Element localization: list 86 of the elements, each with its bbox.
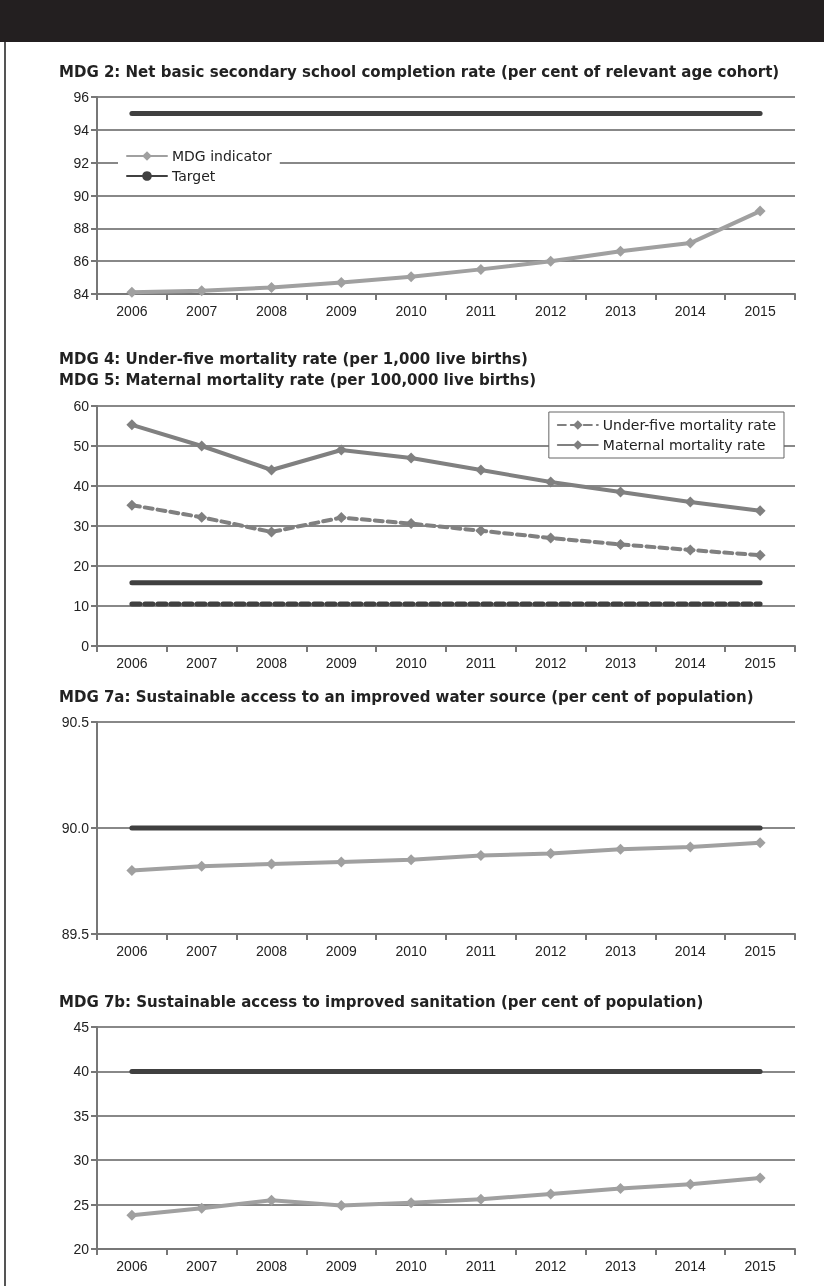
x-tick-label: 2007: [186, 303, 218, 319]
x-tick-label: 2012: [535, 1258, 567, 1274]
point: [615, 538, 626, 550]
y-tick-label: 10: [73, 598, 90, 614]
y-tick-label: 92: [73, 154, 90, 171]
x-tick-label: 2014: [674, 655, 707, 671]
x-tick-label: 2007: [186, 655, 218, 671]
legend-label: Maternal mortality rate: [602, 437, 766, 453]
point: [266, 1194, 277, 1206]
x-tick-label: 2015: [744, 1258, 776, 1274]
x-tick-label: 2015: [744, 655, 776, 671]
x-tick-label: 2008: [255, 303, 288, 319]
point: [266, 281, 277, 293]
x-tick-label: 2012: [535, 655, 567, 671]
point: [266, 526, 277, 538]
x-tick-label: 2010: [395, 655, 427, 671]
y-tick-label: 40: [73, 1063, 90, 1080]
x-tick-label: 2006: [116, 655, 148, 671]
x-tick-label: 2009: [325, 1258, 358, 1274]
point: [335, 512, 347, 524]
point: [615, 1183, 626, 1195]
legend-label: MDG indicator: [172, 148, 273, 164]
y-tick-label: 88: [73, 220, 90, 237]
x-tick-label: 2006: [116, 943, 148, 959]
x-tick-label: 2009: [325, 303, 358, 319]
point: [615, 486, 626, 498]
x-tick-label: 2011: [465, 303, 497, 319]
x-tick-label: 2006: [116, 303, 148, 319]
y-tick-label: 90.0: [61, 820, 90, 836]
point: [475, 464, 487, 476]
x-tick-label: 2015: [744, 943, 776, 959]
x-tick-label: 2013: [604, 655, 637, 671]
x-tick-label: 2010: [395, 1258, 427, 1274]
y-tick-label: 40: [73, 478, 90, 494]
y-tick-label: 30: [73, 518, 90, 534]
y-tick-label: 96: [73, 89, 90, 105]
x-tick-label: 2014: [674, 1258, 707, 1274]
x-tick-label: 2008: [255, 655, 288, 671]
point: [754, 205, 766, 217]
y-tick-label: 60: [73, 398, 90, 414]
y-tick-label: 89.5: [61, 926, 90, 942]
point: [615, 245, 626, 257]
y-tick-label: 90: [73, 187, 90, 204]
y-tick-label: 50: [73, 438, 90, 454]
y-tick-label: 86: [73, 253, 90, 270]
x-tick-label: 2015: [744, 303, 776, 319]
x-tick-label: 2007: [186, 1258, 218, 1274]
x-tick-label: 2013: [604, 1258, 637, 1274]
x-tick-label: 2012: [535, 303, 567, 319]
point: [126, 419, 138, 431]
x-tick-label: 2014: [674, 303, 707, 319]
y-tick-label: 94: [73, 121, 90, 138]
x-tick-label: 2007: [186, 943, 218, 959]
x-tick-label: 2014: [674, 943, 707, 959]
x-tick-label: 2011: [465, 943, 497, 959]
x-tick-label: 2009: [325, 943, 358, 959]
chart-title: MDG 4: Under-five mortality rate (per 1,000 live births): [59, 349, 528, 368]
x-tick-label: 2010: [395, 943, 427, 959]
y-tick-label: 45: [73, 1019, 90, 1035]
chart-title: MDG 2: Net basic secondary school completion rate (per cent of relevant age cohort): [59, 62, 780, 81]
x-tick-label: 2013: [604, 303, 637, 319]
legend-label: Target: [171, 168, 216, 184]
chart-title: MDG 7b: Sustainable access to improved sanitation (per cent of population): [59, 992, 704, 1011]
x-tick-label: 2008: [255, 1258, 288, 1274]
y-tick-label: 20: [73, 558, 90, 574]
chart-title: MDG 7a: Sustainable access to an improved water source (per cent of population): [59, 687, 754, 706]
x-tick-label: 2006: [116, 1258, 148, 1274]
y-tick-label: 30: [73, 1152, 90, 1169]
point: [266, 464, 277, 476]
point: [196, 511, 208, 523]
x-tick-label: 2011: [465, 655, 497, 671]
x-tick-label: 2012: [535, 943, 567, 959]
y-tick-label: 0: [81, 638, 90, 654]
y-tick-label: 84: [73, 286, 90, 302]
y-tick-label: 35: [73, 1107, 90, 1124]
y-tick-label: 20: [73, 1241, 90, 1257]
x-tick-label: 2011: [465, 1258, 497, 1274]
y-tick-label: 90.5: [61, 714, 90, 730]
chart-subtitle: MDG 5: Maternal mortality rate (per 100,000 live births): [59, 370, 536, 389]
point: [335, 444, 347, 456]
x-tick-label: 2009: [325, 655, 358, 671]
legend-label: Under-five mortality rate: [602, 417, 776, 433]
x-tick-label: 2008: [255, 943, 288, 959]
x-tick-label: 2010: [395, 303, 427, 319]
y-tick-label: 25: [73, 1196, 90, 1213]
x-tick-label: 2013: [604, 943, 637, 959]
